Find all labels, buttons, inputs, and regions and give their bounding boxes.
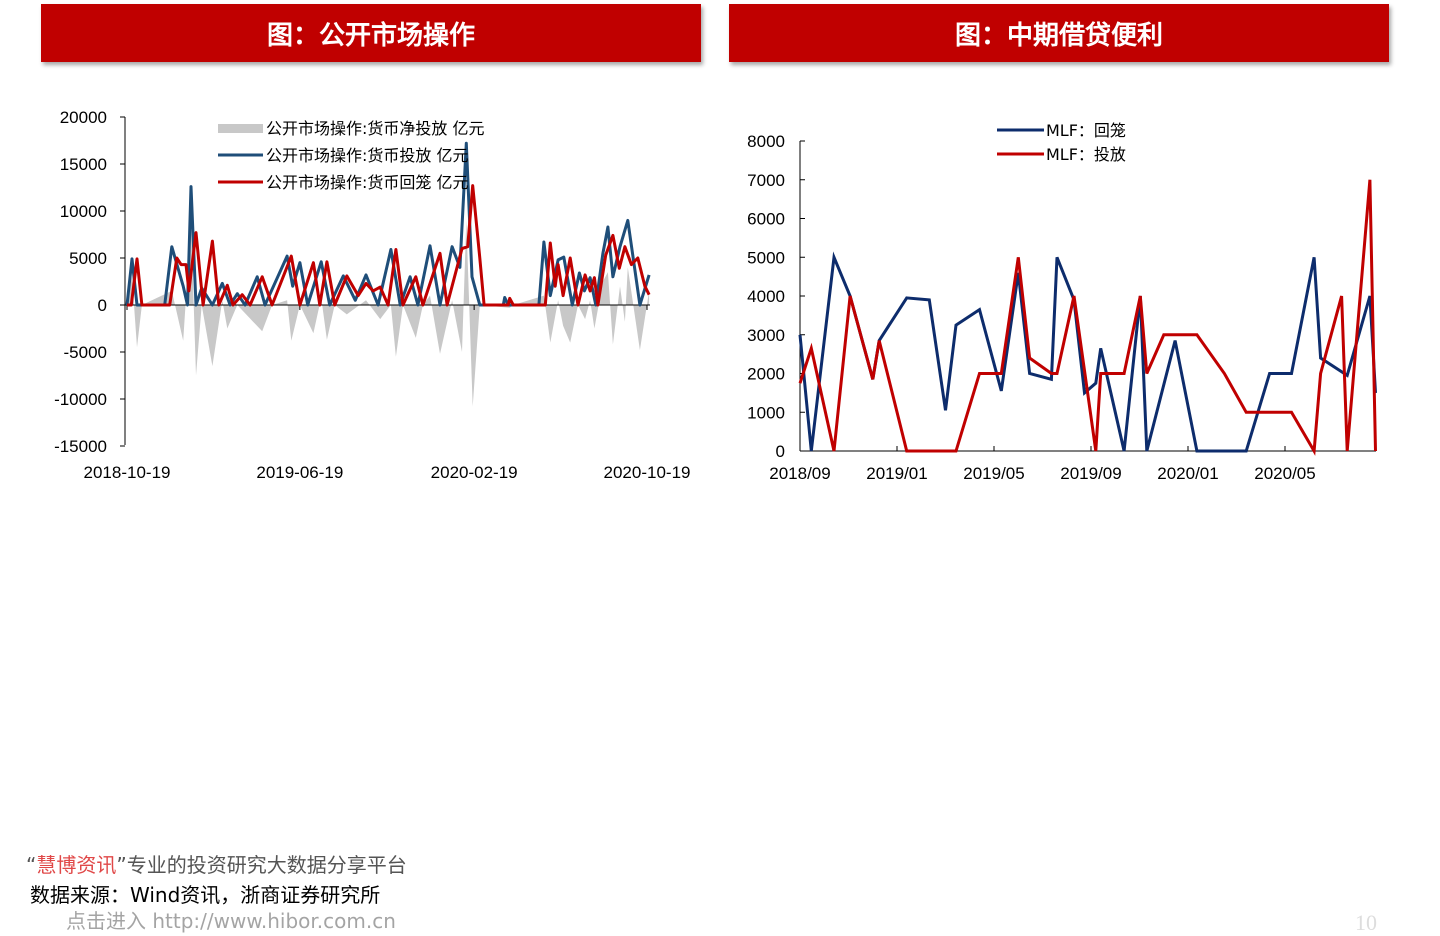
mlf-injection-line [798,179,1377,456]
mlf-withdrawal-line [798,251,1377,453]
legend-label: 公开市场操作:货币净投放 亿元 [266,119,484,138]
right-x-tick-label: 2020/05 [1254,464,1315,483]
legend-label: 公开市场操作:货币投放 亿元 [266,146,468,165]
legend-label: MLF：投放 [1046,145,1126,164]
right-y-tick-label: 4000 [747,287,785,306]
watermark-link[interactable]: 点击进入 http://www.hibor.com.cn [66,909,396,933]
quote-close: ” [116,853,127,877]
net-injection-area [127,220,650,407]
left-y-tick-label: 0 [98,296,107,315]
legend-swatch-net [218,124,263,133]
left-y-tick-label: -10000 [54,390,107,409]
right-x-tick-label: 2019/01 [866,464,927,483]
legend-label: MLF：回笼 [1046,121,1126,140]
right-x-tick-label: 2019/05 [963,464,1024,483]
left-x-tick-label: 2018-10-19 [84,463,171,482]
data-source: 数据来源：Wind资讯，浙商证券研究所 [30,883,381,907]
right-y-tick-label: 7000 [747,171,785,190]
slogan-text: 专业的投资研究大数据分享平台 [126,853,407,877]
right-y-tick-label: 0 [776,442,785,461]
right-x-tick-label: 2018/09 [769,464,830,483]
left-x-tick-label: 2019-06-19 [256,463,343,482]
brand-name[interactable]: 慧博资讯 [36,853,117,877]
left-panel-title: 图：公开市场操作 [41,4,701,62]
right-y-tick-label: 3000 [747,326,785,345]
legend-label: 公开市场操作:货币回笼 亿元 [266,173,468,192]
left-y-tick-label: 5000 [69,249,107,268]
left-y-tick-label: 20000 [60,108,107,127]
right-y-tick-label: 1000 [747,403,785,422]
right-y-tick-label: 5000 [747,248,785,267]
left-y-tick-label: -5000 [64,343,107,362]
right-x-tick-label: 2020/01 [1157,464,1218,483]
page-number: 10 [1355,910,1377,935]
omo-withdrawal-line [127,184,651,307]
left-x-tick-label: 2020-02-19 [431,463,518,482]
left-y-tick-label: 15000 [60,155,107,174]
right-y-tick-label: 2000 [747,365,785,384]
footer-slogan: “慧博资讯”专业的投资研究大数据分享平台 [26,853,407,877]
left-y-tick-label: 10000 [60,202,107,221]
left-y-tick-label: -15000 [54,437,107,456]
right-x-tick-label: 2019/09 [1060,464,1121,483]
left-x-tick-label: 2020-10-19 [604,463,691,482]
right-y-tick-label: 6000 [747,210,785,229]
right-panel-title: 图：中期借贷便利 [729,4,1389,62]
quote-open: “ [26,853,37,877]
right-y-tick-label: 8000 [747,132,785,151]
